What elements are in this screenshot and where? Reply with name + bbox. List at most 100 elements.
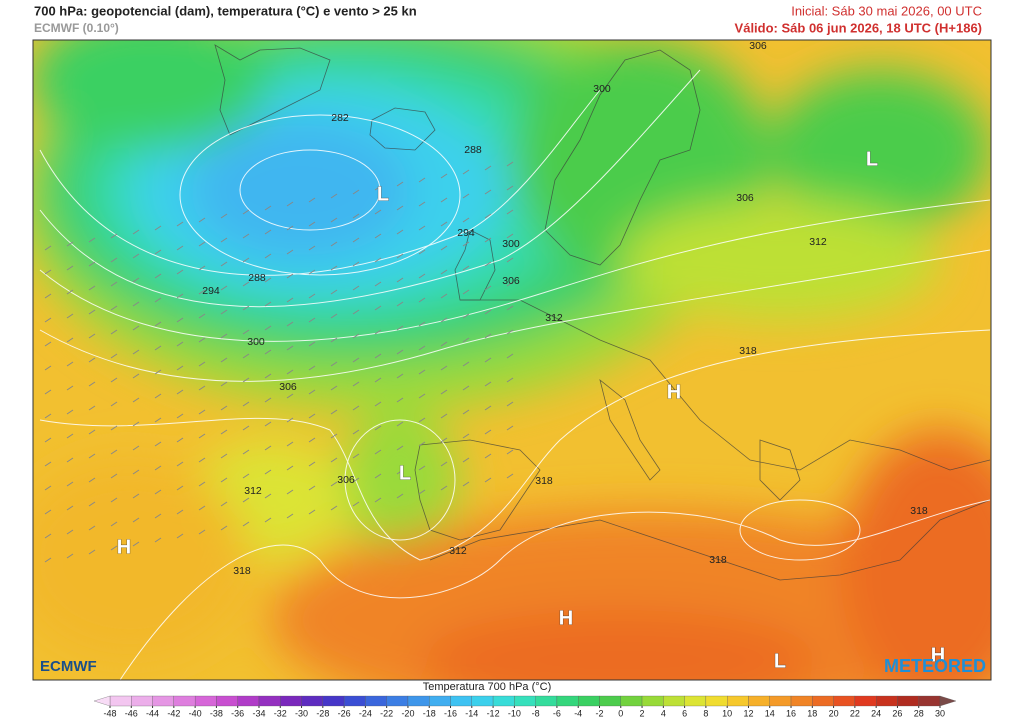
contour-label: 288 [464, 144, 482, 156]
colorbar-swatch [365, 695, 387, 707]
wind-barb [132, 229, 140, 235]
wind-barb [110, 401, 118, 407]
temperature-region [840, 430, 991, 680]
wind-barb [484, 261, 492, 267]
contour-line [39, 69, 701, 308]
contour-label: 282 [331, 112, 349, 124]
wind-barb [330, 241, 338, 247]
colorbar-tick-label: -42 [167, 708, 180, 718]
wind-barb [44, 245, 52, 251]
wind-barb [374, 233, 382, 239]
wind-barb [462, 217, 470, 223]
contour-line [39, 329, 991, 561]
colorbar-swatch [280, 695, 302, 707]
contour-line [39, 89, 601, 276]
wind-barb [396, 229, 404, 235]
wind-barb [418, 225, 426, 231]
wind-barb [88, 309, 96, 315]
wind-barb [66, 289, 74, 295]
wind-barb [374, 329, 382, 335]
wind-barb [440, 413, 448, 419]
wind-barb [242, 521, 250, 527]
wind-barb [132, 421, 140, 427]
wind-barbs [44, 161, 514, 563]
wind-barb [396, 325, 404, 331]
wind-barb [374, 305, 382, 311]
wind-barb [462, 457, 470, 463]
wind-barb [396, 373, 404, 379]
meteored-logo: METEORED [884, 656, 986, 676]
wind-barb [506, 161, 514, 167]
wind-barb [66, 337, 74, 343]
wind-barb [462, 337, 470, 343]
wind-barb [198, 481, 206, 487]
wind-barb [154, 513, 162, 519]
wind-barb [88, 477, 96, 483]
wind-barb [396, 181, 404, 187]
colorbar-tick-label: -32 [274, 708, 287, 718]
wind-barb [484, 333, 492, 339]
wind-barb [484, 285, 492, 291]
colorbar-swatch [514, 695, 536, 707]
wind-barb [352, 381, 360, 387]
wind-barb [220, 309, 228, 315]
colorbar-swatch [620, 695, 643, 707]
colorbar-swatch [237, 695, 260, 707]
colorbar-tick-label: -18 [423, 708, 436, 718]
wind-barb [352, 477, 360, 483]
wind-barb [462, 409, 470, 415]
wind-barb [132, 349, 140, 355]
wind-barb [88, 549, 96, 555]
wind-barb [440, 317, 448, 323]
wind-barb [242, 425, 250, 431]
wind-barb [418, 393, 426, 399]
wind-barb [132, 493, 140, 499]
colorbar-swatch [727, 695, 749, 707]
wind-barb [462, 265, 470, 271]
wind-barb [352, 189, 360, 195]
wind-barb [440, 437, 448, 443]
colorbar-swatch [876, 695, 898, 707]
contour-label: 306 [337, 474, 355, 486]
wind-barb [330, 313, 338, 319]
colorbar-tick-label: -46 [125, 708, 138, 718]
wind-barb [264, 445, 272, 451]
valid-time: Válido: Sáb 06 jun 2026, 18 UTC (H+186) [735, 20, 982, 35]
wind-barb [110, 425, 118, 431]
wind-barb [440, 365, 448, 371]
colorbar-swatch [599, 695, 621, 707]
contour-line [739, 499, 861, 561]
pressure-center: H [559, 607, 573, 629]
colorbar-tick-label: 30 [935, 708, 945, 718]
wind-barb [154, 441, 162, 447]
wind-barb [198, 433, 206, 439]
colorbar-swatch [705, 695, 728, 707]
wind-barb [220, 261, 228, 267]
wind-barb [506, 209, 514, 215]
colorbar-tick-label: -20 [401, 708, 414, 718]
wind-barb [462, 241, 470, 247]
wind-barb [286, 393, 294, 399]
wind-barb [66, 505, 74, 511]
wind-barb [88, 357, 96, 363]
wind-barb [374, 257, 382, 263]
colorbar-swatch [663, 695, 685, 707]
colorbar-swatch [769, 695, 792, 707]
wind-barb [440, 173, 448, 179]
wind-barb [220, 333, 228, 339]
colorbar-swatch [216, 695, 238, 707]
model-label: ECMWF (0.10°) [34, 21, 119, 35]
colorbar-tick-label: -26 [338, 708, 351, 718]
contour-label: 312 [545, 312, 563, 324]
wind-barb [330, 337, 338, 343]
wind-barb [66, 313, 74, 319]
colorbar-tick-label: -36 [231, 708, 244, 718]
wind-barb [440, 485, 448, 491]
colorbar-swatch [301, 695, 323, 707]
wind-barb [396, 493, 404, 499]
temperature-region [620, 200, 940, 320]
temperature-region [340, 410, 460, 550]
africa-coast [429, 499, 991, 581]
colorbar-extend-high [939, 695, 957, 707]
